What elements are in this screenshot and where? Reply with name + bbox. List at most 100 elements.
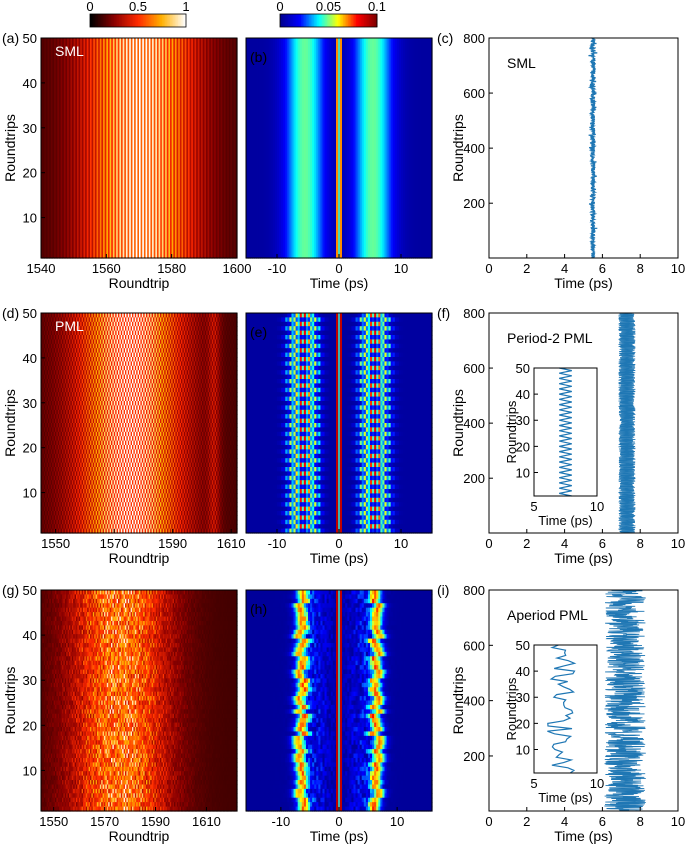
heatmap-7	[246, 590, 433, 812]
y-tick-label: 20	[23, 718, 37, 733]
panel-label: (g)	[2, 582, 19, 598]
y-tick-label: 20	[23, 441, 37, 456]
y-tick-label: 30	[23, 396, 37, 411]
y-axis-label: Roundtrips	[504, 400, 519, 463]
x-tick-label: 5	[530, 776, 537, 791]
y-tick-label: 30	[516, 690, 530, 705]
y-tick-label: 10	[23, 486, 37, 501]
panel-label: (d)	[2, 305, 19, 321]
x-tick-label: 6	[599, 261, 606, 276]
x-axis-label: Time (ps)	[554, 275, 613, 291]
y-tick-label: 50	[516, 638, 530, 653]
x-axis-label: Time (ps)	[310, 550, 369, 566]
colorbar-tick-label: 0.1	[368, 0, 386, 14]
inset-trace	[559, 367, 572, 497]
y-tick-label: 50	[516, 361, 530, 376]
y-axis-label: Roundtrips	[504, 677, 519, 740]
panel-label: (h)	[250, 601, 267, 617]
y-tick-label: 10	[23, 211, 37, 226]
y-tick-label: 30	[23, 121, 37, 136]
x-tick-label: 0	[485, 814, 492, 829]
x-tick-label: 0	[335, 536, 342, 551]
panel-label: (c)	[437, 30, 453, 46]
axes-3: 1550 1570 1590 1610 10 20 30 40 50 Roundtrip Round…	[2, 306, 246, 566]
x-tick-label: -10	[268, 261, 287, 276]
colorbar-frame	[89, 13, 187, 28]
y-tick-label: 50	[23, 583, 37, 598]
colorbar-jet: 0 0.05 0.1	[276, 0, 386, 28]
x-tick-label: 0	[335, 261, 342, 276]
y-axis-label: Roundtrips	[450, 114, 466, 182]
x-tick-label: 1590	[141, 814, 170, 829]
panel-annotation: Period-2 PML	[507, 330, 593, 346]
panel-label: (i)	[437, 582, 449, 598]
x-tick-label: 2	[523, 536, 530, 551]
y-tick-label: 400	[463, 694, 485, 709]
axes-7: -10 0 10 Time (ps)	[245, 589, 433, 844]
y-tick-label: 50	[23, 31, 37, 46]
line-plot-2: 0 2 4 6 8 10 200 400 600 800 Time (ps) Roundtrips	[450, 31, 685, 291]
y-axis-label: Roundtrips	[450, 667, 466, 735]
axes-frame	[40, 312, 238, 534]
axes-frame	[40, 589, 238, 812]
x-tick-label: 8	[637, 261, 644, 276]
x-tick-label: 0	[335, 814, 342, 829]
center-line-core	[338, 313, 340, 533]
x-axis-label: Time (ps)	[554, 828, 613, 844]
y-tick-label: 800	[463, 583, 485, 598]
axes-0: 1540 1560 1580 1600 10 20 30 40 50 Roundtrip Round…	[2, 31, 251, 291]
heatmap-6	[41, 590, 238, 812]
x-tick-label: 1560	[92, 261, 121, 276]
panel-label: (f)	[437, 305, 450, 321]
x-tick-label: 1590	[158, 536, 187, 551]
x-axis-label: Roundtrip	[109, 275, 170, 291]
x-tick-label: 2	[523, 814, 530, 829]
y-tick-label: 10	[516, 465, 530, 480]
y-tick-label: 40	[516, 664, 530, 679]
y-tick-label: 40	[23, 628, 37, 643]
x-axis-label: Time (ps)	[554, 550, 613, 566]
inset-5: 5 10 10 20 30 40 50 Time (ps) Roundtrips	[504, 361, 604, 528]
x-tick-label: 10	[590, 499, 604, 514]
line-plot-5: 0 2 4 6 8 10 200 400 600 800 Time (ps) Roundtrips 5 1…	[450, 306, 685, 566]
heatmap-4	[246, 313, 433, 534]
axes-4: -10 0 10 Time (ps)	[245, 312, 433, 566]
y-tick-label: 200	[463, 196, 485, 211]
panel-annotation: Aperiod PML	[507, 607, 588, 623]
y-tick-label: 30	[23, 673, 37, 688]
x-tick-label: 1610	[192, 814, 221, 829]
y-tick-label: 20	[516, 716, 530, 731]
x-tick-label: 5	[530, 499, 537, 514]
panel-annotation: SML	[507, 55, 536, 71]
heatmap-1	[246, 38, 433, 259]
colorbar-tick-label: 0	[276, 0, 283, 14]
axes-6: 1550 1570 1590 1610 10 20 30 40 50 Roundtrip Round…	[2, 583, 238, 844]
x-tick-label: 10	[671, 536, 685, 551]
x-tick-label: 10	[390, 814, 404, 829]
x-tick-label: -10	[268, 536, 287, 551]
axes-frame	[40, 37, 238, 259]
panel-annotation: PML	[55, 318, 84, 334]
axes-frame	[533, 644, 598, 774]
y-axis-label: Roundtrips	[450, 389, 466, 457]
x-tick-label: 0	[485, 261, 492, 276]
y-axis-label: Roundtrips	[2, 389, 18, 457]
axes-frame	[533, 367, 598, 497]
x-tick-label: 4	[561, 814, 568, 829]
x-axis-label: Time (ps)	[310, 828, 369, 844]
panel-annotation: SML	[55, 43, 84, 59]
x-tick-label: 1550	[41, 536, 70, 551]
y-tick-label: 800	[463, 31, 485, 46]
colorbar-tick-label: 0.5	[129, 0, 147, 14]
y-tick-label: 400	[463, 141, 485, 156]
panel-label: (e)	[250, 324, 267, 340]
inset-bg	[534, 645, 597, 773]
x-tick-label: 1610	[217, 536, 246, 551]
x-tick-label: -10	[271, 814, 290, 829]
x-axis-label: Roundtrip	[109, 828, 170, 844]
y-tick-label: 40	[516, 387, 530, 402]
colorbar-tick-label: 0.05	[316, 0, 341, 14]
x-tick-label: 1570	[100, 536, 129, 551]
x-tick-label: 10	[671, 261, 685, 276]
